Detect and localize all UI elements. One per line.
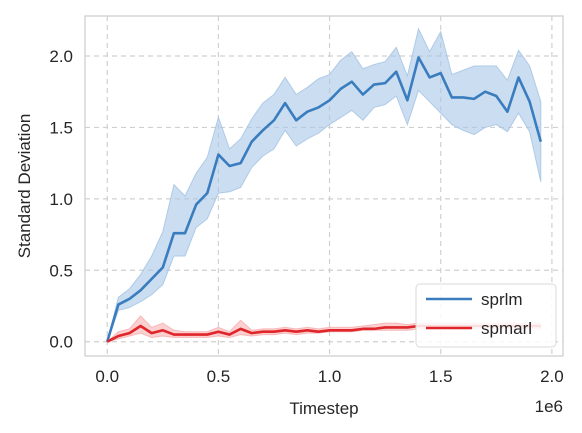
x-tick-label: 1.5	[429, 367, 453, 386]
y-axis-label: Standard Deviation	[15, 114, 34, 259]
line-sprlm	[105, 56, 543, 343]
legend-label-spmarl: spmarl	[481, 319, 532, 338]
y-tick-label: 0.5	[49, 261, 73, 280]
x-tick-label: 1.0	[318, 367, 342, 386]
x-tick-label: 0.0	[95, 367, 119, 386]
x-axis-label: Timestep	[289, 399, 358, 418]
x-tick-label: 2.0	[540, 367, 564, 386]
x-axis-offset-label: 1e6	[535, 397, 563, 416]
y-tick-label: 0.0	[49, 333, 73, 352]
legend: sprlm spmarl	[415, 283, 557, 348]
y-tick-label: 1.0	[49, 190, 73, 209]
tick-labels: 0.0 0.5 1.0 1.5 2.0 0.0 0.5 1.0 1.5 2.0	[49, 47, 563, 386]
x-tick-label: 0.5	[207, 367, 231, 386]
y-tick-label: 1.5	[49, 118, 73, 137]
y-tick-label: 2.0	[49, 47, 73, 66]
legend-label-sprlm: sprlm	[481, 290, 523, 309]
